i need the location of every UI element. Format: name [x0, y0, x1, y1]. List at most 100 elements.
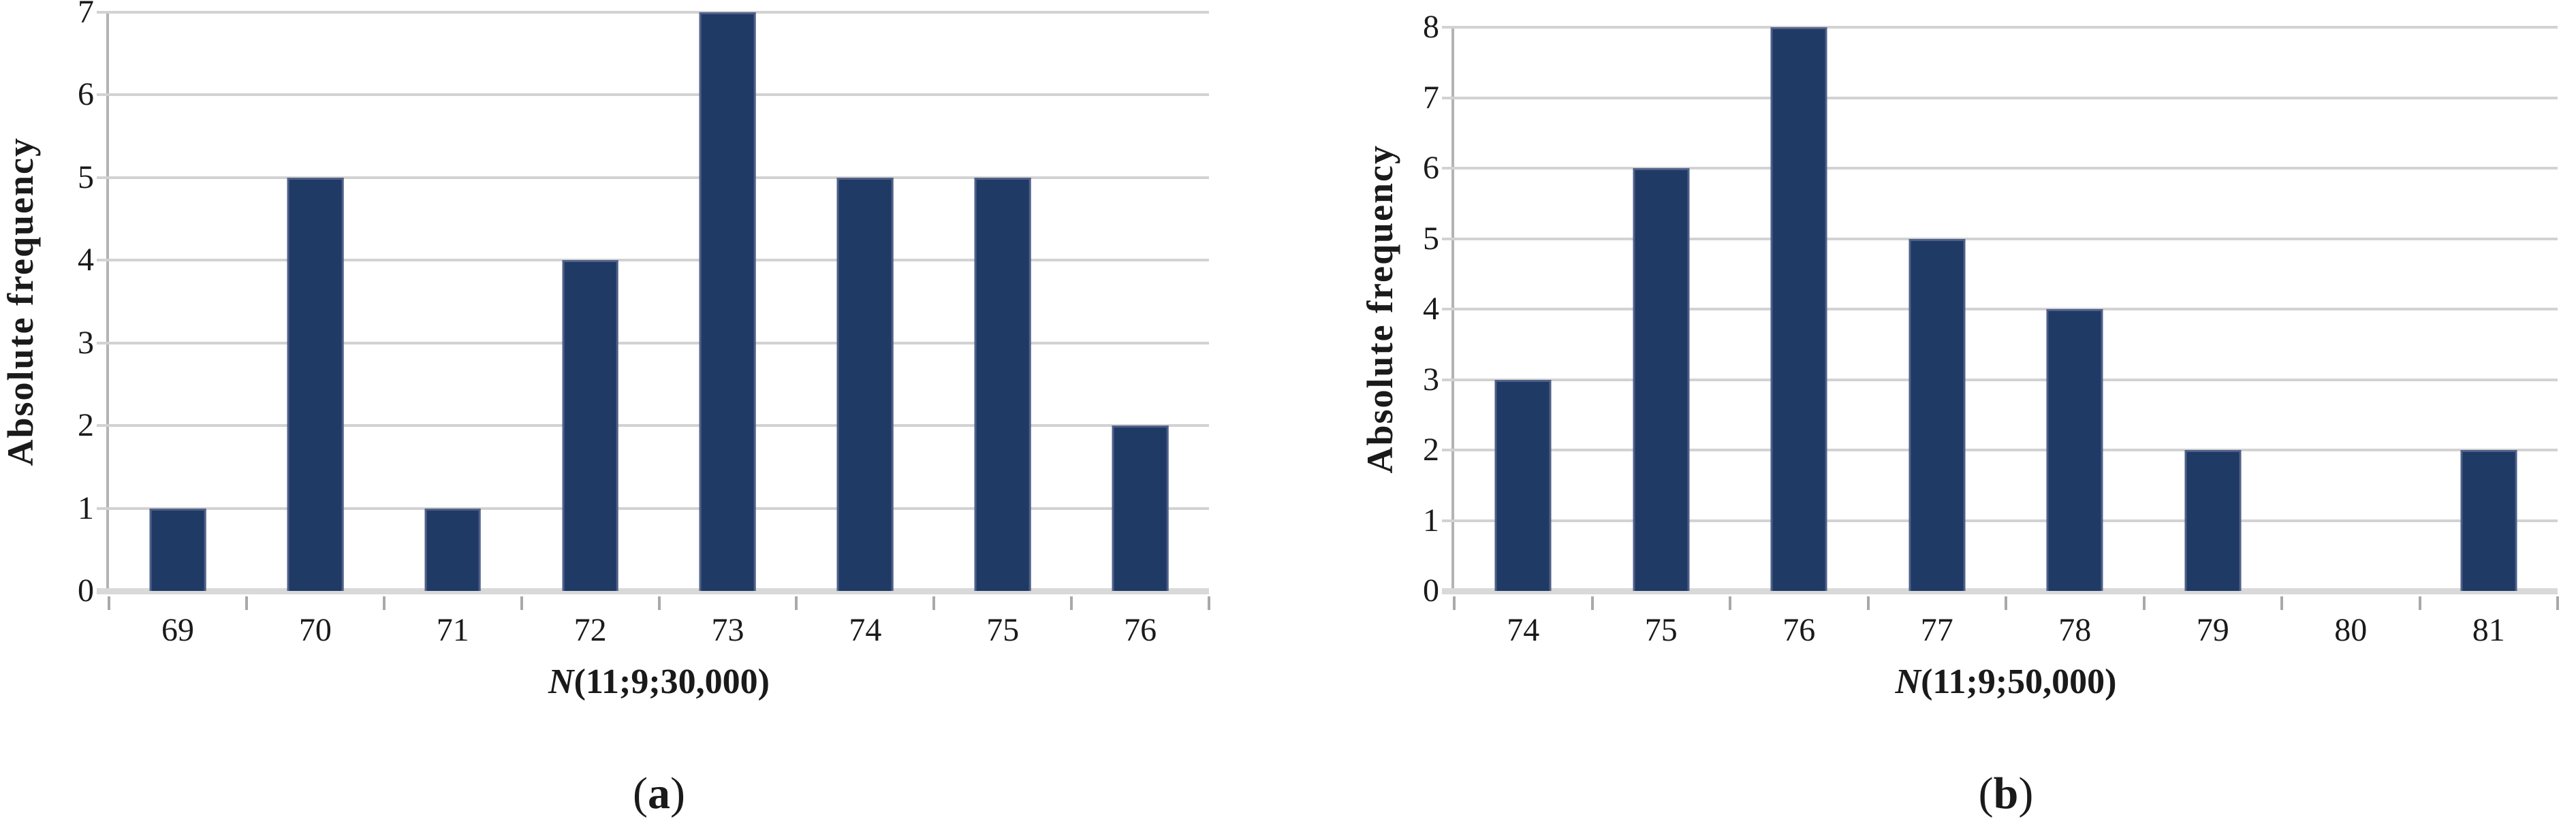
x-axis-title: N(11;9;30,000)	[109, 660, 1209, 704]
bar	[974, 177, 1031, 591]
gridline	[97, 11, 1209, 14]
x-axis-title: N(11;9;50,000)	[1454, 660, 2558, 704]
x-tick-label: 72	[574, 612, 607, 648]
caption-open-paren: (	[1978, 769, 1994, 818]
x-tick-mark	[2142, 596, 2146, 610]
y-tick-label: 4	[1423, 291, 1439, 327]
caption-open-paren: (	[633, 769, 648, 818]
y-tick-label: 3	[78, 324, 94, 361]
x-tick-label: 77	[1920, 612, 1953, 648]
gridline	[1442, 167, 2558, 170]
x-tick-label: 71	[436, 612, 469, 648]
plot-column: 69 70 71 72 73 74 75 76 N(11;9;30,000) (a)	[97, 11, 1210, 819]
x-tick-label: 75	[986, 612, 1020, 648]
bar	[2184, 450, 2242, 591]
x-axis-title-symbol: N	[1895, 662, 1921, 701]
y-tick-label: 4	[78, 242, 94, 278]
gridline	[97, 176, 1209, 179]
gridline	[1442, 449, 2558, 451]
panel-caption: (a)	[109, 769, 1209, 819]
bar	[149, 508, 206, 591]
bar	[1633, 168, 1690, 591]
bar	[1112, 425, 1169, 591]
y-tick-label: 1	[78, 489, 94, 526]
bar	[2046, 309, 2103, 591]
y-tick-label: 2	[1423, 432, 1439, 468]
x-tick-label: 80	[2334, 612, 2368, 648]
x-tick-mark	[657, 596, 661, 610]
x-tick-label: 76	[1124, 612, 1157, 648]
gridline	[1442, 26, 2558, 29]
x-tick-labels: 74 75 76 77 78 79 80 81	[1454, 591, 2558, 656]
caption-close-paren: )	[2018, 769, 2034, 818]
x-tick-label: 74	[1507, 612, 1540, 648]
gridline	[97, 507, 1209, 510]
x-tick-labels: 69 70 71 72 73 74 75 76	[109, 591, 1209, 656]
gridline	[1442, 237, 2558, 240]
bar	[562, 260, 618, 591]
plot-column: 74 75 76 77 78 79 80 81 N(11;9;50,000) (b)	[1442, 26, 2559, 819]
gridline	[1442, 378, 2558, 381]
y-tick-labels: 0 1 2 3 4 5 6 7 8	[1400, 11, 1454, 607]
x-tick-mark	[382, 596, 386, 610]
y-tick-label: 1	[1423, 502, 1439, 539]
x-tick-label: 78	[2058, 612, 2092, 648]
bar	[1909, 238, 1966, 591]
x-axis-title-params: (11;9;50,000)	[1921, 662, 2117, 701]
y-axis-title-column: Absolute frequency	[1360, 27, 1400, 591]
x-tick-mark	[2280, 596, 2283, 610]
x-axis-line	[97, 588, 1209, 594]
y-tick-label: 3	[1423, 361, 1439, 398]
x-tick-label: 75	[1644, 612, 1678, 648]
y-axis-title-column: Absolute frequency	[0, 12, 41, 591]
caption-close-paren: )	[670, 769, 685, 818]
bar	[2460, 450, 2517, 591]
x-tick-label: 69	[161, 612, 194, 648]
bar	[700, 12, 756, 591]
x-tick-label: 76	[1782, 612, 1816, 648]
bar	[1770, 27, 1827, 591]
gridline	[97, 259, 1209, 262]
y-tick-labels: 0 1 2 3 4 5 6 7	[41, 0, 109, 607]
x-tick-mark	[1208, 596, 1210, 610]
plot-area	[1442, 26, 2559, 610]
x-tick-mark	[1070, 596, 1073, 610]
gridline	[1442, 96, 2558, 99]
gridline	[97, 341, 1209, 344]
x-tick-mark	[795, 596, 798, 610]
plot-area	[97, 11, 1210, 610]
y-tick-label: 7	[78, 0, 94, 30]
x-tick-mark	[245, 596, 248, 610]
y-tick-label: 2	[78, 407, 94, 444]
x-tick-mark	[520, 596, 523, 610]
gridline	[97, 93, 1209, 97]
x-tick-label: 81	[2472, 612, 2505, 648]
y-axis-title: Absolute frequency	[1360, 144, 1400, 474]
caption-letter: a	[648, 769, 670, 818]
panel-a: Absolute frequency 0 1 2 3 4 5 6 7 69 70 71 72 73 74…	[0, 0, 1288, 818]
y-tick-label: 0	[78, 573, 94, 609]
x-tick-mark	[1453, 596, 1456, 610]
gridline	[1442, 519, 2558, 522]
x-tick-mark	[1729, 596, 1731, 610]
x-tick-label: 70	[298, 612, 332, 648]
x-tick-label: 73	[711, 612, 744, 648]
x-axis-title-symbol: N	[548, 662, 574, 701]
bar	[836, 177, 894, 591]
x-axis-line	[1442, 588, 2558, 594]
x-tick-label: 74	[849, 612, 882, 648]
x-axis-title-params: (11;9;30,000)	[574, 662, 770, 701]
y-tick-label: 5	[1423, 220, 1439, 257]
gridline	[97, 424, 1209, 428]
x-tick-mark	[2005, 596, 2007, 610]
bar	[424, 508, 482, 591]
bar	[287, 177, 344, 591]
x-tick-label: 79	[2196, 612, 2229, 648]
y-tick-label: 6	[1423, 150, 1439, 186]
y-tick-label: 5	[78, 159, 94, 195]
y-tick-label: 0	[1423, 573, 1439, 609]
y-tick-label: 6	[78, 76, 94, 113]
x-tick-mark	[108, 596, 110, 610]
